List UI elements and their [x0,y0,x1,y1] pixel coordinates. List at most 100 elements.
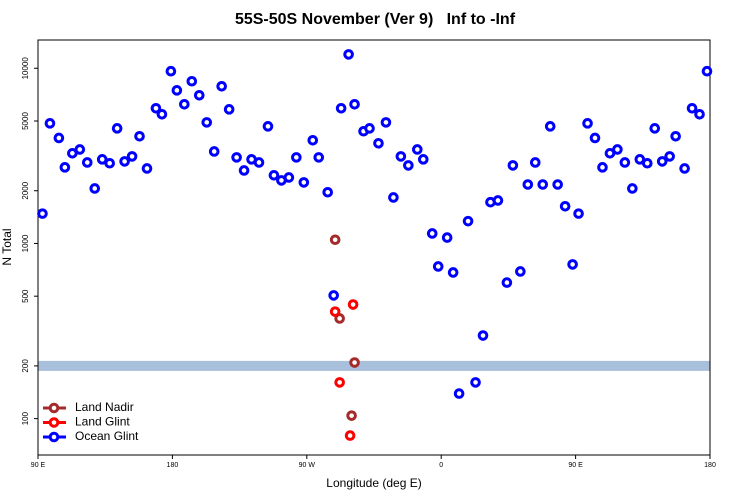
legend-label: Land Nadir [75,400,134,414]
point [268,169,280,181]
point [329,234,341,246]
point [253,157,265,168]
point [656,156,668,167]
point [412,144,423,155]
x-tick-label: 180 [704,462,716,469]
point [119,156,130,167]
point [627,183,638,194]
point [347,299,359,310]
y-axis-label: N Total [0,228,14,265]
point [649,123,661,134]
point [634,154,646,165]
point [53,132,65,144]
point [537,179,549,190]
point [417,154,429,165]
point [111,123,123,134]
point [462,215,474,227]
point [291,152,302,163]
legend-marker [48,431,60,443]
point [664,151,675,162]
point [238,165,250,176]
point [388,192,399,203]
point [126,151,138,162]
point [334,313,345,324]
point [641,157,653,169]
point [529,157,541,168]
point [156,109,168,120]
point [186,75,198,87]
point [426,228,438,239]
point [567,259,578,270]
y-tick-label: 500 [21,289,30,303]
point [231,152,242,163]
point [165,65,177,77]
y-tick-label: 5000 [21,112,30,130]
point [307,134,319,146]
legend-label: Ocean Glint [75,429,139,443]
point [37,208,48,219]
point [470,377,481,388]
point [604,148,616,159]
point [193,89,205,101]
x-tick-label: 90 E [31,462,46,469]
x-tick-label: 0 [439,462,443,469]
point [96,154,108,165]
point [670,130,681,142]
point [344,430,356,441]
point [522,179,534,190]
point [89,183,101,194]
point [59,162,71,173]
y-tick-label: 200 [21,359,30,373]
point [201,117,213,128]
point [81,157,93,168]
point [582,118,593,129]
point [477,330,489,341]
legend-marker [48,402,60,414]
point [223,104,235,115]
point [343,49,354,60]
point [208,146,220,157]
point [679,163,690,174]
reference-band [38,360,710,371]
point [501,277,513,288]
point [346,410,357,421]
legend-marker [48,417,60,428]
point [179,98,190,110]
legend-label: Land Glint [75,415,130,429]
point [335,102,347,114]
point [432,261,444,272]
point [559,200,571,212]
chart-title: 55S-50S November (Ver 9) Inf to -Inf [235,11,516,28]
point [141,163,153,174]
point [44,118,56,129]
point [515,266,526,277]
point [104,157,115,169]
point [329,306,341,317]
point [612,144,623,155]
point [686,102,698,114]
point [492,195,504,206]
point [597,162,608,173]
y-tick-label: 2000 [21,181,30,199]
point [701,65,713,77]
point [328,290,339,301]
x-tick-label: 90 E [568,462,583,469]
point [395,151,407,162]
point [403,160,414,171]
point [552,179,563,190]
x-axis-label: Longitude (deg E) [326,476,421,490]
point [349,357,360,368]
point [349,98,360,110]
point [573,208,584,219]
point [380,117,392,128]
point [74,144,86,155]
point [67,148,78,159]
point [364,123,375,134]
point [216,80,227,92]
point [134,130,145,142]
y-tick-label: 1000 [21,234,30,252]
point [507,160,519,171]
point [447,267,459,278]
point [619,157,631,168]
